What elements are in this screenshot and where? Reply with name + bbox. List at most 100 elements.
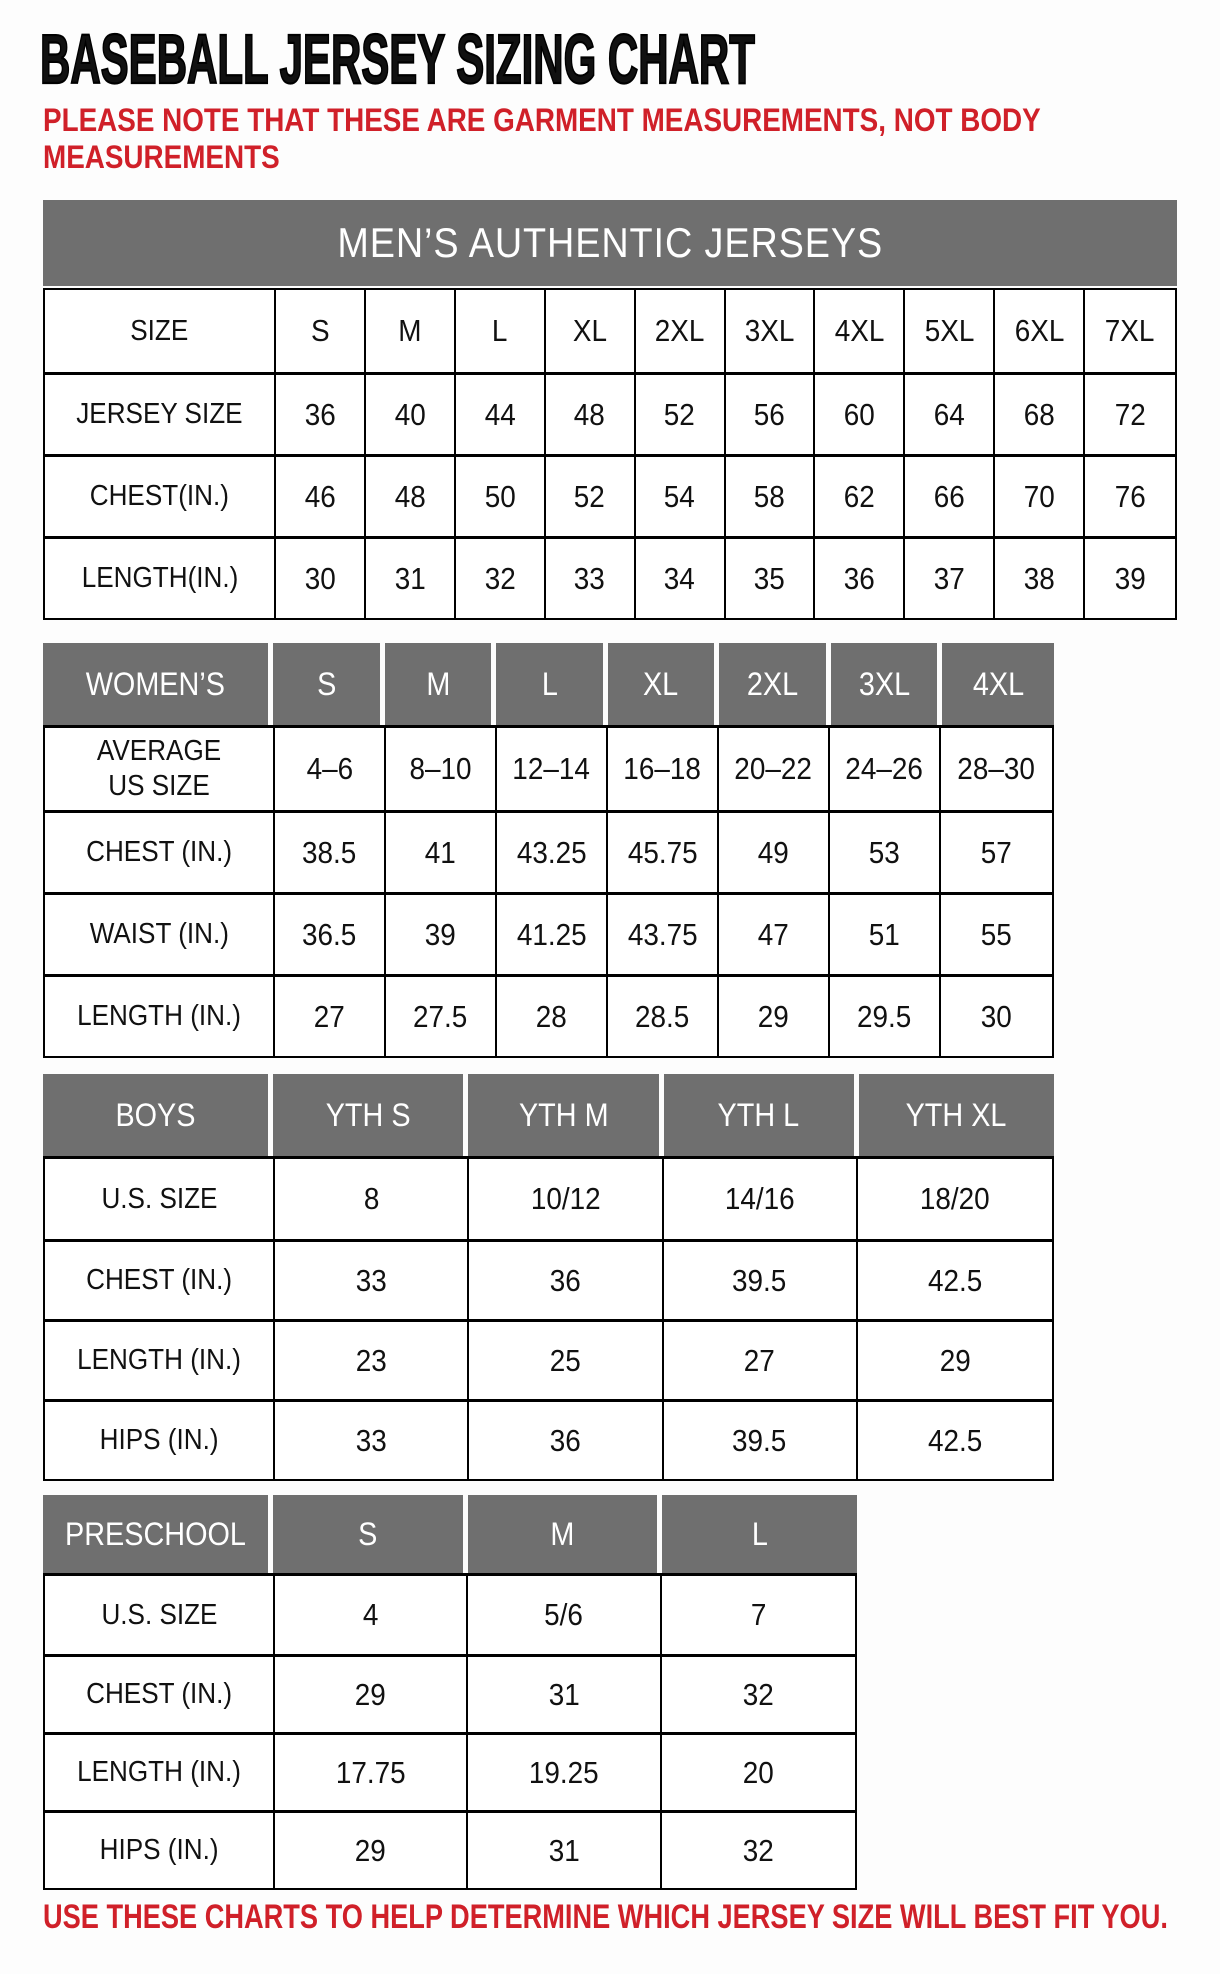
table-cell: 29 [275, 1810, 469, 1888]
table-cell-text: 39.5 [732, 1422, 787, 1458]
table-cell: 48 [365, 454, 456, 536]
column-header: S [273, 643, 385, 725]
table-cell: 40 [365, 372, 456, 454]
column-header-text: L [541, 665, 558, 702]
column-header: L [662, 1495, 857, 1573]
table-cell-text: 48 [574, 396, 606, 432]
column-header: 2XL [719, 643, 831, 725]
row-label: AVERAGE US SIZE [45, 728, 275, 810]
table-title-cell-text: BOYS [115, 1096, 196, 1133]
table-cell: 56 [725, 372, 816, 454]
column-header: 4XL [942, 643, 1054, 725]
table-cell: 62 [815, 454, 906, 536]
page-title: BASEBALL JERSEY SIZING CHART [39, 23, 1220, 95]
table-cell-text: 48 [394, 478, 426, 514]
table-cell-text: 46 [304, 478, 336, 514]
table-cell-text: 57 [980, 834, 1013, 870]
preschool-table: PRESCHOOL S M L U.S. SIZE 4 5/6 7 CHEST (IN.) 29 3… [43, 1495, 857, 1890]
table-cell-text: 68 [1023, 396, 1055, 432]
table-cell-text: 42.5 [927, 1262, 983, 1298]
table-body: U.S. SIZE 4 5/6 7 CHEST (IN.) 29 31 32 LENGTH (I… [43, 1573, 857, 1890]
table-cell-text: 36 [549, 1422, 581, 1458]
column-header-text: YTH L [717, 1096, 800, 1133]
table-cell: 24–26 [830, 728, 941, 810]
table-cell-text: 39 [424, 916, 457, 952]
table-cell: 60 [815, 372, 906, 454]
table-cell-text: 40 [394, 396, 426, 432]
table-cell-text: 27 [744, 1342, 776, 1378]
table-cell-text: 16–18 [623, 751, 702, 786]
table-cell-text: 23 [355, 1342, 387, 1378]
table-cell: 28–30 [941, 728, 1052, 810]
table-cell-text: 36 [843, 560, 875, 596]
table-cell: 32 [455, 536, 546, 618]
table-cell-text: 66 [933, 478, 965, 514]
table-cell: 68 [995, 372, 1086, 454]
table-cell: 31 [365, 536, 456, 618]
row-label-text: WAIST (IN.) [89, 918, 229, 951]
table-cell-text: 56 [753, 396, 785, 432]
table-cell-text: 24–26 [845, 751, 924, 786]
table-cell: 38 [995, 536, 1086, 618]
table-cell-text: 39 [1114, 560, 1146, 596]
column-header-text: 2XL [746, 665, 799, 702]
column-header: M [384, 643, 497, 725]
table-cell-text: 20–22 [734, 751, 813, 786]
table-cell: 35 [725, 536, 816, 618]
table-cell-text: 30 [304, 560, 336, 596]
column-header: YTH XL [858, 1074, 1054, 1156]
column-header-text: S [358, 1515, 378, 1552]
table-cell-text: 34 [664, 560, 696, 596]
column-header: YTH L [663, 1074, 859, 1156]
row-label: CHEST(IN.) [45, 454, 276, 536]
table-cell: 46 [276, 454, 366, 536]
table-cell: 7XL [1085, 290, 1175, 372]
table-cell-text: 55 [980, 916, 1013, 952]
table-cell: 39.5 [663, 1239, 858, 1319]
table-cell: 39 [1085, 536, 1175, 618]
table-cell: 43.25 [497, 810, 608, 892]
table-cell: 4–6 [275, 728, 386, 810]
table-cell: 29 [719, 974, 830, 1056]
garment-measurements-note: PLEASE NOTE THAT THESE ARE GARMENT MEASU… [43, 102, 1220, 176]
row-label-text: LENGTH (IN.) [77, 1000, 241, 1033]
table-cell-text: 33 [355, 1262, 387, 1298]
table-cell: 66 [905, 454, 996, 536]
column-header-text: YTH M [518, 1096, 609, 1133]
table-cell: 36 [469, 1399, 664, 1479]
table-cell-text: 29 [355, 1676, 387, 1712]
table-cell: 30 [276, 536, 366, 618]
table-cell-text: 8 [363, 1181, 379, 1216]
row-label: LENGTH(IN.) [45, 536, 276, 618]
table-cell-text: 36.5 [302, 916, 357, 952]
table-cell-text: 43.25 [516, 834, 587, 870]
table-cell: 41 [386, 810, 497, 892]
table-cell: 37 [905, 536, 996, 618]
table-cell: 18/20 [857, 1159, 1052, 1239]
row-label-text: AVERAGE US SIZE [96, 735, 222, 802]
table-cell-text: 28–30 [957, 751, 1036, 786]
table-cell: 10/12 [469, 1159, 664, 1239]
row-label-text: CHEST(IN.) [89, 480, 230, 513]
table-cell-text: 5/6 [544, 1597, 584, 1632]
table-cell-text: 20 [742, 1754, 774, 1790]
row-label-text: CHEST (IN.) [86, 1264, 232, 1297]
table-cell: 28 [497, 974, 608, 1056]
table-cell: 43.75 [608, 892, 719, 974]
table-cell: 55 [941, 892, 1052, 974]
table-cell: 8 [275, 1159, 470, 1239]
table-cell-text: 27 [313, 998, 346, 1034]
table-cell: 45.75 [608, 810, 719, 892]
table-cell-text: 5XL [924, 313, 975, 348]
table-cell: 41.25 [497, 892, 608, 974]
table-cell-text: 41 [424, 834, 457, 870]
table-cell-text: 29.5 [857, 998, 912, 1034]
table-cell: 76 [1085, 454, 1175, 536]
table-cell-text: 30 [980, 998, 1013, 1034]
table-cell: 29 [857, 1319, 1052, 1399]
table-cell-text: 44 [484, 396, 516, 432]
table-cell: 44 [455, 372, 546, 454]
table-cell-text: 52 [664, 396, 696, 432]
table-cell: 6XL [995, 290, 1086, 372]
